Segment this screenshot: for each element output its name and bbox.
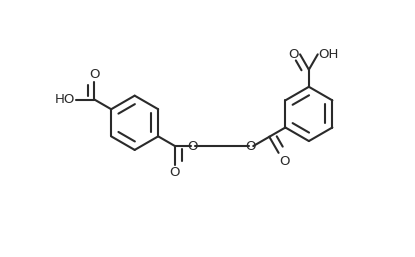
Text: OH: OH — [319, 48, 339, 61]
Text: O: O — [246, 140, 256, 153]
Text: O: O — [188, 140, 198, 153]
Text: O: O — [288, 48, 299, 61]
Text: O: O — [89, 68, 100, 81]
Text: O: O — [170, 166, 180, 179]
Text: O: O — [279, 155, 290, 168]
Text: HO: HO — [55, 93, 75, 106]
